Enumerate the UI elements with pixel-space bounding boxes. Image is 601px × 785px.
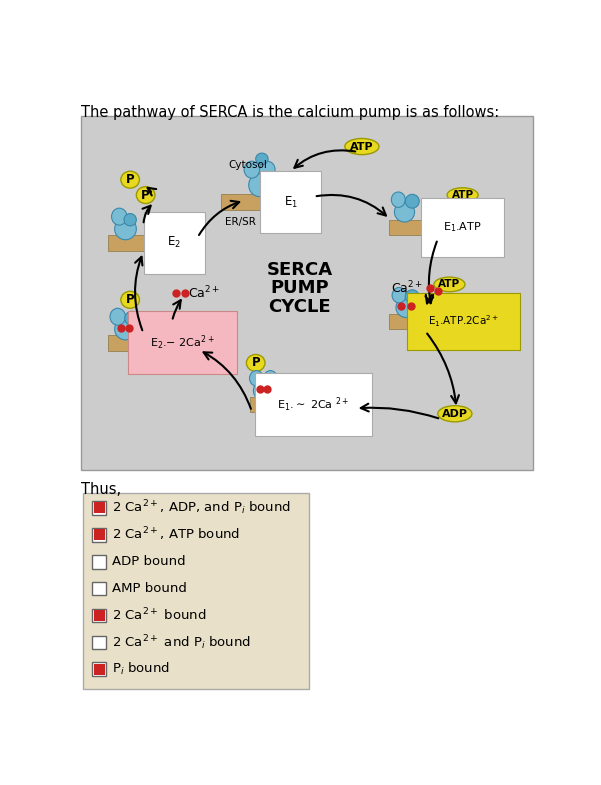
Ellipse shape <box>405 195 419 208</box>
Text: P: P <box>251 356 260 370</box>
Text: E$_2$: E$_2$ <box>167 236 182 250</box>
FancyBboxPatch shape <box>92 501 106 515</box>
Ellipse shape <box>136 187 155 203</box>
Text: 2 Ca$^{2+}$, ATP bound: 2 Ca$^{2+}$, ATP bound <box>112 526 240 543</box>
Ellipse shape <box>438 406 472 422</box>
Ellipse shape <box>244 161 260 178</box>
Ellipse shape <box>254 381 273 400</box>
Ellipse shape <box>121 291 139 309</box>
Ellipse shape <box>345 138 379 155</box>
Ellipse shape <box>391 192 405 207</box>
Text: E$_1$.ATP.2Ca$^{2+}$: E$_1$.ATP.2Ca$^{2+}$ <box>428 313 499 329</box>
Text: ATP: ATP <box>438 279 460 290</box>
Text: 2 Ca$^{2+}$ and P$_i$ bound: 2 Ca$^{2+}$ and P$_i$ bound <box>112 633 251 652</box>
Text: Ca$^{2+}$: Ca$^{2+}$ <box>188 284 221 301</box>
FancyBboxPatch shape <box>92 582 106 596</box>
Text: Ca$^{2+}$: Ca$^{2+}$ <box>391 280 424 297</box>
Text: E$_2$.$-$ 2Ca$^{2+}$: E$_2$.$-$ 2Ca$^{2+}$ <box>150 334 215 352</box>
FancyBboxPatch shape <box>94 502 105 513</box>
Ellipse shape <box>112 208 127 225</box>
Text: P: P <box>126 173 135 186</box>
Text: ADP bound: ADP bound <box>112 555 186 568</box>
Text: ER/SR lumen: ER/SR lumen <box>225 217 291 228</box>
Text: PUMP: PUMP <box>270 279 329 298</box>
FancyBboxPatch shape <box>94 529 105 540</box>
Ellipse shape <box>249 173 270 196</box>
Ellipse shape <box>110 309 126 325</box>
Text: ATP: ATP <box>451 190 474 200</box>
Ellipse shape <box>405 290 419 304</box>
FancyBboxPatch shape <box>108 335 198 351</box>
Text: E$_1$.ATP: E$_1$.ATP <box>444 221 482 234</box>
FancyBboxPatch shape <box>94 610 105 621</box>
Text: 2 Ca$^{2+}$ bound: 2 Ca$^{2+}$ bound <box>112 607 207 624</box>
FancyBboxPatch shape <box>92 608 106 623</box>
Ellipse shape <box>392 287 406 303</box>
Ellipse shape <box>115 218 136 239</box>
FancyBboxPatch shape <box>92 528 106 542</box>
Ellipse shape <box>255 153 268 165</box>
Ellipse shape <box>447 188 478 203</box>
Ellipse shape <box>434 277 465 292</box>
Ellipse shape <box>246 355 265 371</box>
Ellipse shape <box>394 202 415 222</box>
Text: Thus,: Thus, <box>81 481 121 496</box>
Ellipse shape <box>249 371 263 386</box>
Ellipse shape <box>115 318 136 340</box>
FancyBboxPatch shape <box>92 555 106 568</box>
Ellipse shape <box>121 171 139 188</box>
Ellipse shape <box>125 312 139 325</box>
Text: CYCLE: CYCLE <box>269 298 331 316</box>
Text: P: P <box>141 188 150 202</box>
FancyBboxPatch shape <box>108 236 198 250</box>
Text: The pathway of SERCA is the calcium pump is as follows:: The pathway of SERCA is the calcium pump… <box>81 105 499 120</box>
Text: E$_1$.$\sim$ 2Ca $^{2+}$: E$_1$.$\sim$ 2Ca $^{2+}$ <box>277 396 349 414</box>
FancyBboxPatch shape <box>389 314 482 329</box>
FancyBboxPatch shape <box>83 493 309 689</box>
Text: P: P <box>126 294 135 306</box>
Ellipse shape <box>396 298 416 317</box>
FancyBboxPatch shape <box>94 664 105 675</box>
FancyBboxPatch shape <box>249 396 343 412</box>
FancyBboxPatch shape <box>81 115 533 470</box>
Text: 2 Ca$^{2+}$, ADP, and P$_i$ bound: 2 Ca$^{2+}$, ADP, and P$_i$ bound <box>112 498 291 517</box>
FancyBboxPatch shape <box>92 663 106 677</box>
Text: SERCA: SERCA <box>267 261 333 279</box>
Text: ADP: ADP <box>442 409 468 418</box>
Ellipse shape <box>124 214 136 226</box>
Text: E$_1$: E$_1$ <box>284 195 297 210</box>
FancyBboxPatch shape <box>221 195 314 210</box>
Text: Cytosol: Cytosol <box>228 159 267 170</box>
FancyBboxPatch shape <box>389 220 482 235</box>
FancyBboxPatch shape <box>92 636 106 649</box>
Text: P$_i$ bound: P$_i$ bound <box>112 661 170 677</box>
Ellipse shape <box>263 371 278 386</box>
Text: ATP: ATP <box>350 141 374 152</box>
Ellipse shape <box>260 161 275 178</box>
Text: AMP bound: AMP bound <box>112 582 187 595</box>
